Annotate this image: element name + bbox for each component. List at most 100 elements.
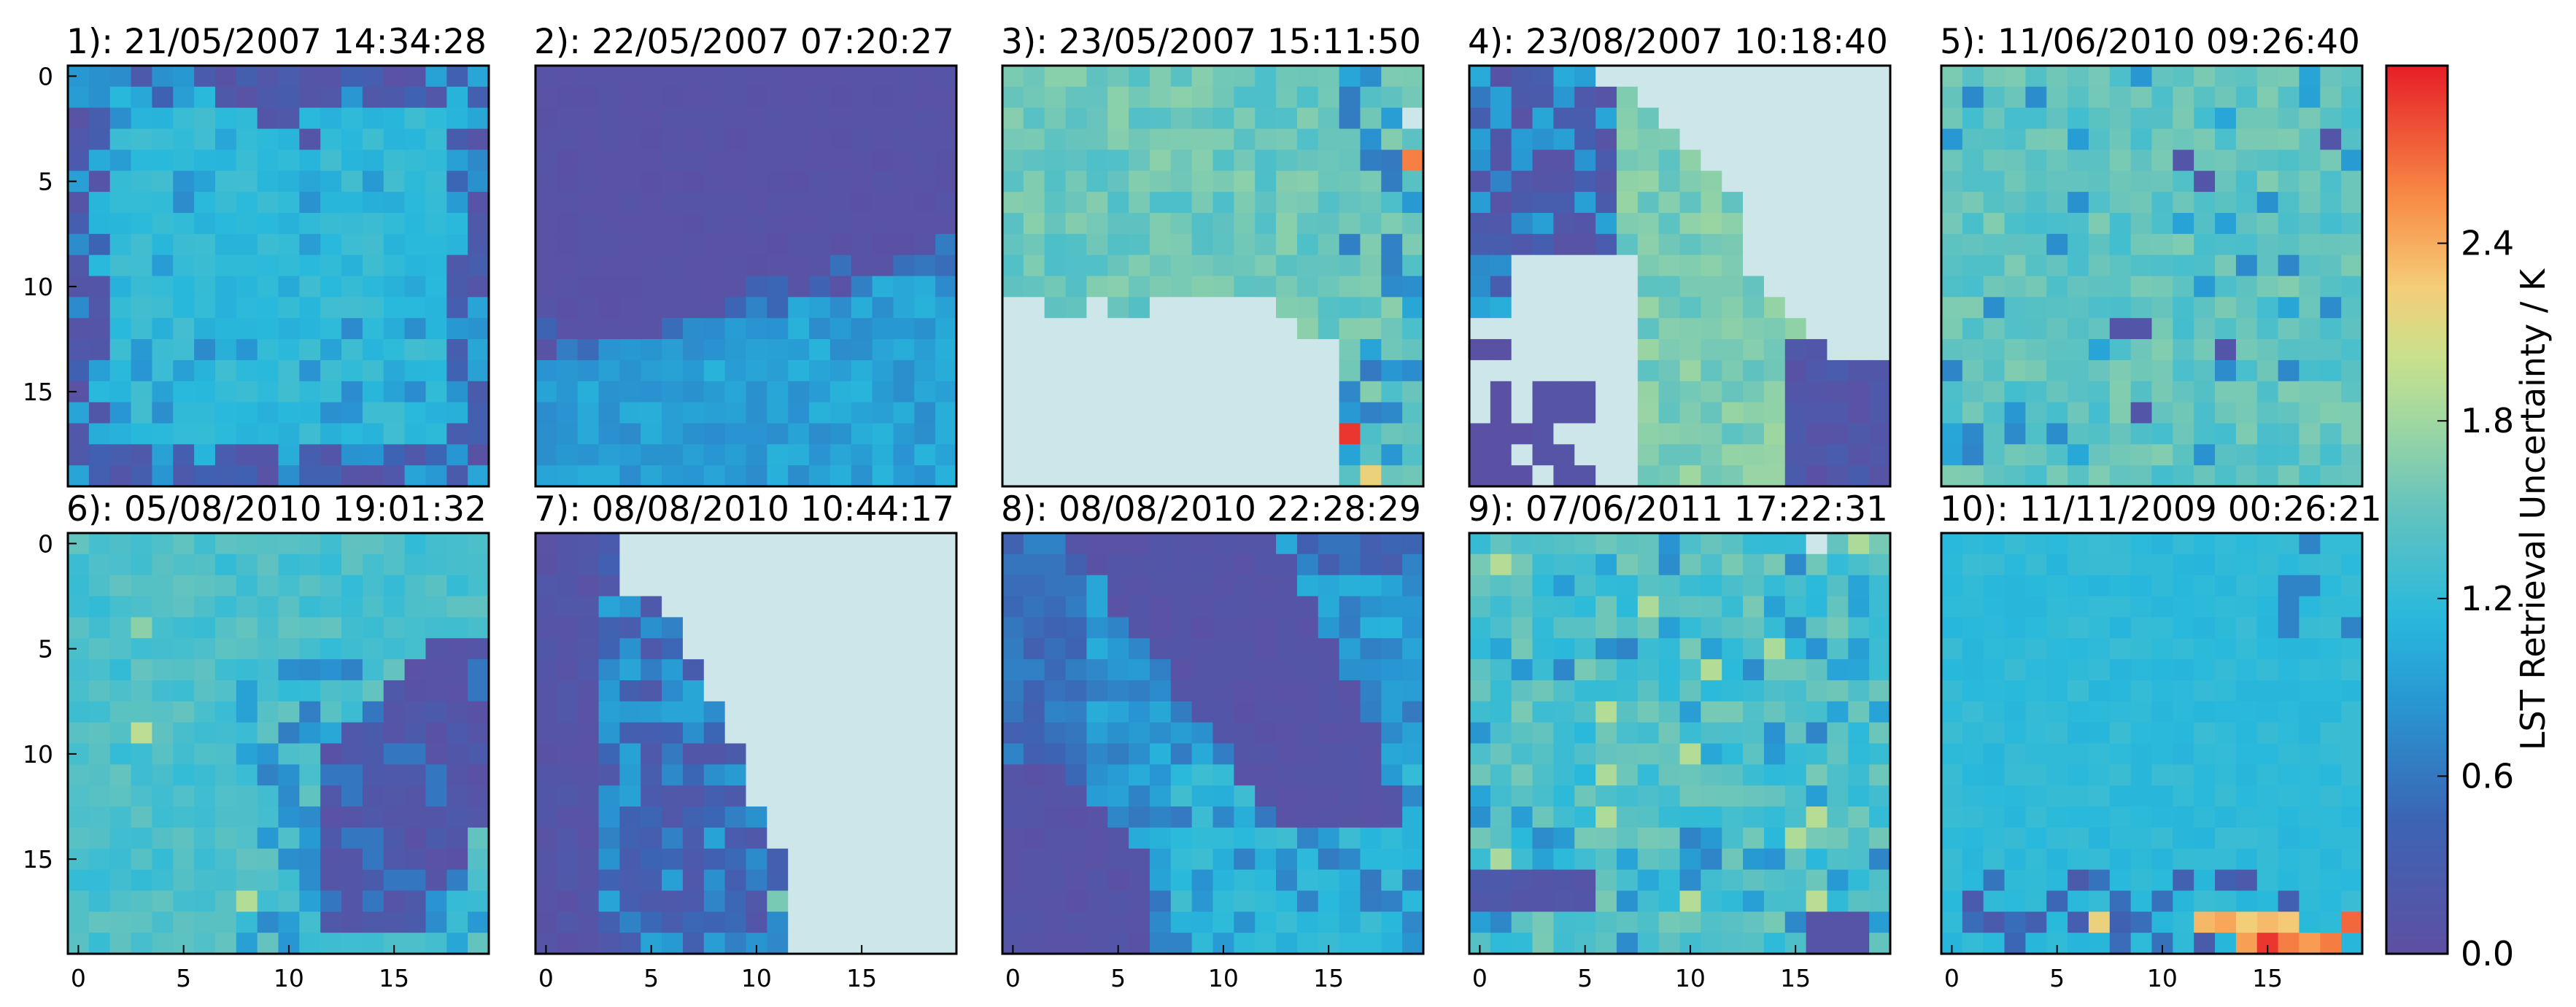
heatmap-cell xyxy=(914,848,936,871)
heatmap-cell xyxy=(2025,171,2047,193)
heatmap-cell xyxy=(2088,86,2111,109)
heatmap-cell xyxy=(236,911,258,933)
heatmap-cell xyxy=(1023,533,1045,555)
heatmap-cell xyxy=(383,66,406,88)
heatmap-cell xyxy=(535,911,557,933)
heatmap-cell xyxy=(446,785,468,807)
heatmap-cell xyxy=(1701,743,1722,765)
heatmap-cell xyxy=(1532,933,1554,954)
heatmap-cell xyxy=(788,680,810,702)
heatmap-cell xyxy=(404,86,427,109)
heatmap-cell xyxy=(1743,423,1765,445)
heatmap-cell xyxy=(2046,297,2068,319)
heatmap-cell xyxy=(278,890,300,912)
heatmap-cell xyxy=(2004,764,2026,786)
heatmap-cell xyxy=(809,722,831,744)
heatmap-cell xyxy=(88,533,111,555)
heatmap-cell xyxy=(682,890,705,912)
heatmap-cell xyxy=(1339,339,1361,361)
heatmap-cell xyxy=(2235,575,2258,597)
heatmap-cell xyxy=(1469,276,1491,298)
heatmap-cell xyxy=(1469,764,1491,786)
heatmap-cell xyxy=(1318,233,1340,256)
heatmap-cell xyxy=(1827,254,1849,277)
heatmap-cell xyxy=(1023,933,1045,954)
heatmap-panel-3: 3): 23/05/2007 15:11:50 xyxy=(1001,22,1425,488)
heatmap-cell xyxy=(1255,764,1277,786)
heatmap-cell xyxy=(1848,911,1870,933)
heatmap-cell xyxy=(88,806,111,828)
heatmap-cell xyxy=(1402,743,1424,765)
heatmap-cell xyxy=(404,359,427,382)
heatmap-cell xyxy=(257,575,279,597)
heatmap-cell xyxy=(341,869,363,892)
heatmap-cell xyxy=(1511,254,1533,277)
heatmap-cell xyxy=(1360,402,1382,424)
heatmap-cell xyxy=(619,869,641,892)
heatmap-cell xyxy=(109,86,132,109)
heatmap-cell xyxy=(1679,192,1701,214)
heatmap-cell xyxy=(320,339,342,361)
heatmap-cell xyxy=(914,890,936,912)
heatmap-cell xyxy=(173,233,195,256)
heatmap-cell xyxy=(872,680,894,702)
heatmap-cell xyxy=(173,638,195,660)
heatmap-cell xyxy=(1065,743,1087,765)
heatmap-cell xyxy=(1191,848,1214,871)
heatmap-cell xyxy=(2320,171,2342,193)
heatmap-cell xyxy=(914,128,936,150)
heatmap-cell xyxy=(851,553,873,576)
heatmap-cell xyxy=(236,359,258,382)
heatmap-cell xyxy=(1469,553,1491,576)
heatmap-cell xyxy=(2341,192,2363,214)
heatmap-cell xyxy=(809,659,831,681)
heatmap-cell xyxy=(1983,869,2006,892)
heatmap-cell xyxy=(746,465,767,487)
heatmap-cell xyxy=(1490,423,1512,445)
heatmap-cell xyxy=(2299,890,2321,912)
heatmap-cell xyxy=(1360,827,1382,849)
heatmap-cell xyxy=(662,86,684,109)
heatmap-cell xyxy=(809,86,831,109)
heatmap-cell xyxy=(2088,743,2111,765)
heatmap-cell xyxy=(1490,553,1512,576)
heatmap-cell xyxy=(724,533,747,555)
heatmap-cell xyxy=(88,553,111,576)
heatmap-cell xyxy=(1722,171,1744,193)
heatmap-cell xyxy=(88,764,111,786)
heatmap-cell xyxy=(935,533,957,555)
heatmap-cell xyxy=(1107,192,1129,214)
heatmap-cell xyxy=(1743,933,1765,954)
heatmap-cell xyxy=(1574,659,1596,681)
heatmap-cell xyxy=(236,212,258,235)
heatmap-cell xyxy=(320,848,342,871)
heatmap-cell xyxy=(1086,339,1108,361)
heatmap-cell xyxy=(131,827,152,849)
heatmap-cell xyxy=(935,381,957,403)
heatmap-cell xyxy=(299,212,321,235)
heatmap-cell xyxy=(1701,107,1722,130)
heatmap-cell xyxy=(1360,575,1382,597)
heatmap-cell xyxy=(1869,192,1891,214)
heatmap-cell xyxy=(619,575,641,597)
heatmap-cell xyxy=(362,722,384,744)
heatmap-cell xyxy=(829,680,852,702)
heatmap-cell xyxy=(1234,86,1256,109)
heatmap-cell xyxy=(1044,638,1067,660)
heatmap-cell xyxy=(872,890,894,912)
heatmap-cell xyxy=(214,933,237,954)
heatmap-cell xyxy=(1983,553,2006,576)
heatmap-cell xyxy=(1129,465,1150,487)
heatmap-cell xyxy=(935,128,957,150)
heatmap-cell xyxy=(2004,575,2026,597)
heatmap-cell xyxy=(935,254,957,277)
heatmap-cell xyxy=(1469,444,1491,466)
heatmap-cell xyxy=(1360,297,1382,319)
heatmap-cell xyxy=(1784,764,1807,786)
heatmap-cell xyxy=(2299,233,2321,256)
heatmap-cell xyxy=(1107,680,1129,702)
heatmap-cell xyxy=(341,701,363,723)
heatmap-cell xyxy=(556,911,579,933)
heatmap-cell xyxy=(641,575,662,597)
heatmap-cell xyxy=(682,764,705,786)
